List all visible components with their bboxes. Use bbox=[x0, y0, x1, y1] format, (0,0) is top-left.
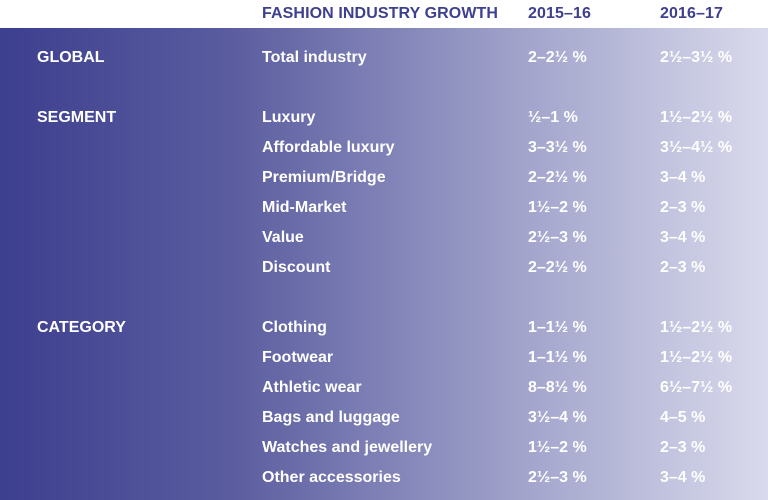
value-2015-16: 3½–4 % bbox=[528, 409, 587, 426]
value-2015-16: 1½–2 % bbox=[528, 199, 587, 216]
row-label: Premium/Bridge bbox=[262, 169, 386, 186]
header-band: FASHION INDUSTRY GROWTH 2015–16 2016–17 bbox=[0, 0, 768, 28]
row-label: Affordable luxury bbox=[262, 139, 395, 156]
table-title: FASHION INDUSTRY GROWTH bbox=[262, 5, 499, 22]
column-header-2016-17: 2016–17 bbox=[660, 5, 723, 22]
value-2016-17: 6½–7½ % bbox=[660, 379, 733, 396]
value-2016-17: 3–4 % bbox=[660, 229, 706, 246]
row-label: Athletic wear bbox=[262, 379, 362, 396]
row-label: Clothing bbox=[262, 319, 327, 336]
value-2016-17: 2–3 % bbox=[660, 439, 706, 456]
row-label: Mid-Market bbox=[262, 199, 347, 216]
value-2016-17: 2–3 % bbox=[660, 199, 706, 216]
section-label-category: CATEGORY bbox=[37, 319, 126, 336]
value-2015-16: 2½–3 % bbox=[528, 469, 587, 486]
value-2016-17: 4–5 % bbox=[660, 409, 706, 426]
value-2015-16: 2–2½ % bbox=[528, 259, 587, 276]
value-2016-17: 1½–2½ % bbox=[660, 349, 733, 366]
value-2016-17: 2½–3½ % bbox=[660, 49, 733, 66]
row-label: Value bbox=[262, 229, 304, 246]
value-2016-17: 3–4 % bbox=[660, 469, 706, 486]
row-label: Footwear bbox=[262, 349, 334, 366]
value-2016-17: 1½–2½ % bbox=[660, 319, 733, 336]
row-label: Bags and luggage bbox=[262, 409, 400, 426]
value-2016-17: 1½–2½ % bbox=[660, 109, 733, 126]
row-label: Watches and jewellery bbox=[262, 439, 433, 456]
table-body: GLOBAL Total industry 2–2½ % 2½–3½ % SEG… bbox=[0, 28, 768, 500]
column-header-2015-16: 2015–16 bbox=[528, 5, 591, 22]
value-2015-16: 2–2½ % bbox=[528, 49, 587, 66]
section-label-segment: SEGMENT bbox=[37, 109, 117, 126]
value-2015-16: 2½–3 % bbox=[528, 229, 587, 246]
value-2015-16: 3–3½ % bbox=[528, 139, 587, 156]
row-label: Total industry bbox=[262, 49, 367, 66]
value-2015-16: 1–1½ % bbox=[528, 319, 587, 336]
row-label: Other accessories bbox=[262, 469, 401, 486]
section-label-global: GLOBAL bbox=[37, 49, 105, 66]
value-2016-17: 2–3 % bbox=[660, 259, 706, 276]
value-2016-17: 3–4 % bbox=[660, 169, 706, 186]
value-2015-16: 1½–2 % bbox=[528, 439, 587, 456]
value-2015-16: 8–8½ % bbox=[528, 379, 587, 396]
value-2015-16: ½–1 % bbox=[528, 109, 578, 126]
value-2016-17: 3½–4½ % bbox=[660, 139, 733, 156]
value-2015-16: 2–2½ % bbox=[528, 169, 587, 186]
row-label: Discount bbox=[262, 259, 331, 276]
value-2015-16: 1–1½ % bbox=[528, 349, 587, 366]
row-label: Luxury bbox=[262, 109, 316, 126]
